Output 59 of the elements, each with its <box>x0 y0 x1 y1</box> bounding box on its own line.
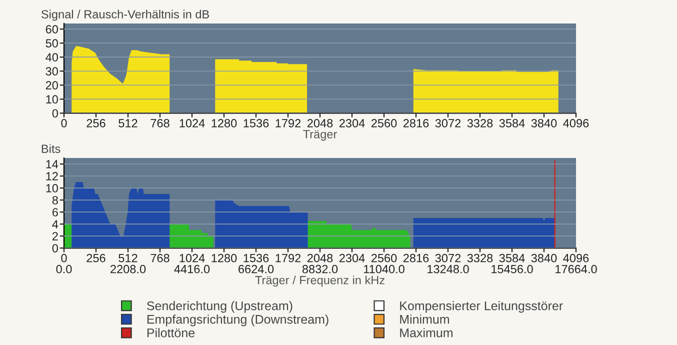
x-tick-label: 3584 <box>499 119 525 128</box>
y-tick-label: 6 <box>52 208 58 216</box>
y-tick-label: 20 <box>46 81 58 90</box>
y-tick-label: 8 <box>52 196 58 204</box>
x-tick-label: 1280 <box>212 119 237 128</box>
x-tick-label: 4096 17664.0 <box>556 254 597 274</box>
x-tick-label: 2560 11040.0 <box>364 254 404 274</box>
x-tick-label: 2048 <box>307 119 333 128</box>
y-axis-title: Bits <box>42 144 60 153</box>
legend-label: Empfangsrichtung (Downstream) <box>147 314 328 326</box>
x-tick-label: 2816 <box>403 119 429 128</box>
y-tick-label: 10 <box>46 184 58 192</box>
legend-label: Minimum <box>400 314 449 324</box>
x-tick-label: 256 <box>86 119 106 128</box>
x-tick-label: 3072 <box>435 119 461 128</box>
y-tick-label: 4 <box>52 220 58 228</box>
legend-label: Pilottöne <box>147 328 195 338</box>
x-tick-label: 3328 <box>467 254 493 262</box>
x-tick-label: 3840 <box>531 254 557 262</box>
x-tick-label: 2304 <box>339 119 365 128</box>
x-tick-label: 3072 13248.0 <box>428 254 469 274</box>
x-axis-title: Träger / Frequenz in kHz <box>255 276 384 287</box>
y-tick-label: 30 <box>46 67 58 76</box>
x-tick-label: 768 <box>150 119 170 128</box>
y-tick-label: 10 <box>46 95 58 104</box>
x-tick-label: 0 0.0 <box>56 254 72 274</box>
x-tick-label: 1280 <box>212 254 237 262</box>
x-tick-label: 1792 <box>276 254 301 262</box>
legend-label: Senderichtung (Upstream) <box>146 301 292 313</box>
x-tick-label: 768 <box>150 254 170 262</box>
x-tick-label: 2048 8832.0 <box>302 254 338 274</box>
legend-label: Kompensierter Leitungsstörer <box>400 301 563 313</box>
y-tick-label: 0 <box>52 109 58 118</box>
y-tick-label: 40 <box>46 53 58 62</box>
x-tick-label: 512 <box>118 119 138 128</box>
x-tick-label: 1024 4416.0 <box>174 254 210 274</box>
y-tick-label: 2 <box>52 232 58 240</box>
x-tick-label: 3328 <box>467 119 493 128</box>
y-tick-label: 50 <box>46 39 58 48</box>
legend-label: Maximum <box>400 328 452 338</box>
x-tick-label: 2816 <box>403 254 429 262</box>
x-tick-label: 1024 <box>180 119 205 128</box>
y-tick-label: 60 <box>46 25 58 34</box>
x-tick-label: 1536 6624.0 <box>238 254 274 274</box>
y-tick-label: 12 <box>46 172 58 180</box>
x-axis-title: Träger <box>303 130 337 141</box>
x-tick-label: 2304 <box>339 254 365 262</box>
x-tick-label: 512 2208.0 <box>110 254 146 274</box>
x-tick-label: 2560 <box>371 119 397 128</box>
y-tick-label: 0 <box>52 244 58 252</box>
x-tick-label: 1792 <box>276 119 301 128</box>
x-tick-label: 256 <box>86 254 106 262</box>
y-tick-label: 14 <box>46 160 58 168</box>
x-tick-label: 0 <box>61 119 67 128</box>
x-tick-label: 1536 <box>244 119 269 128</box>
x-tick-label: 3840 <box>531 119 557 128</box>
x-tick-label: 4096 <box>563 119 589 128</box>
y-axis-title: Signal / Rausch-Verhältnis in dB <box>41 10 209 21</box>
x-tick-label: 3584 15456.0 <box>492 254 533 274</box>
